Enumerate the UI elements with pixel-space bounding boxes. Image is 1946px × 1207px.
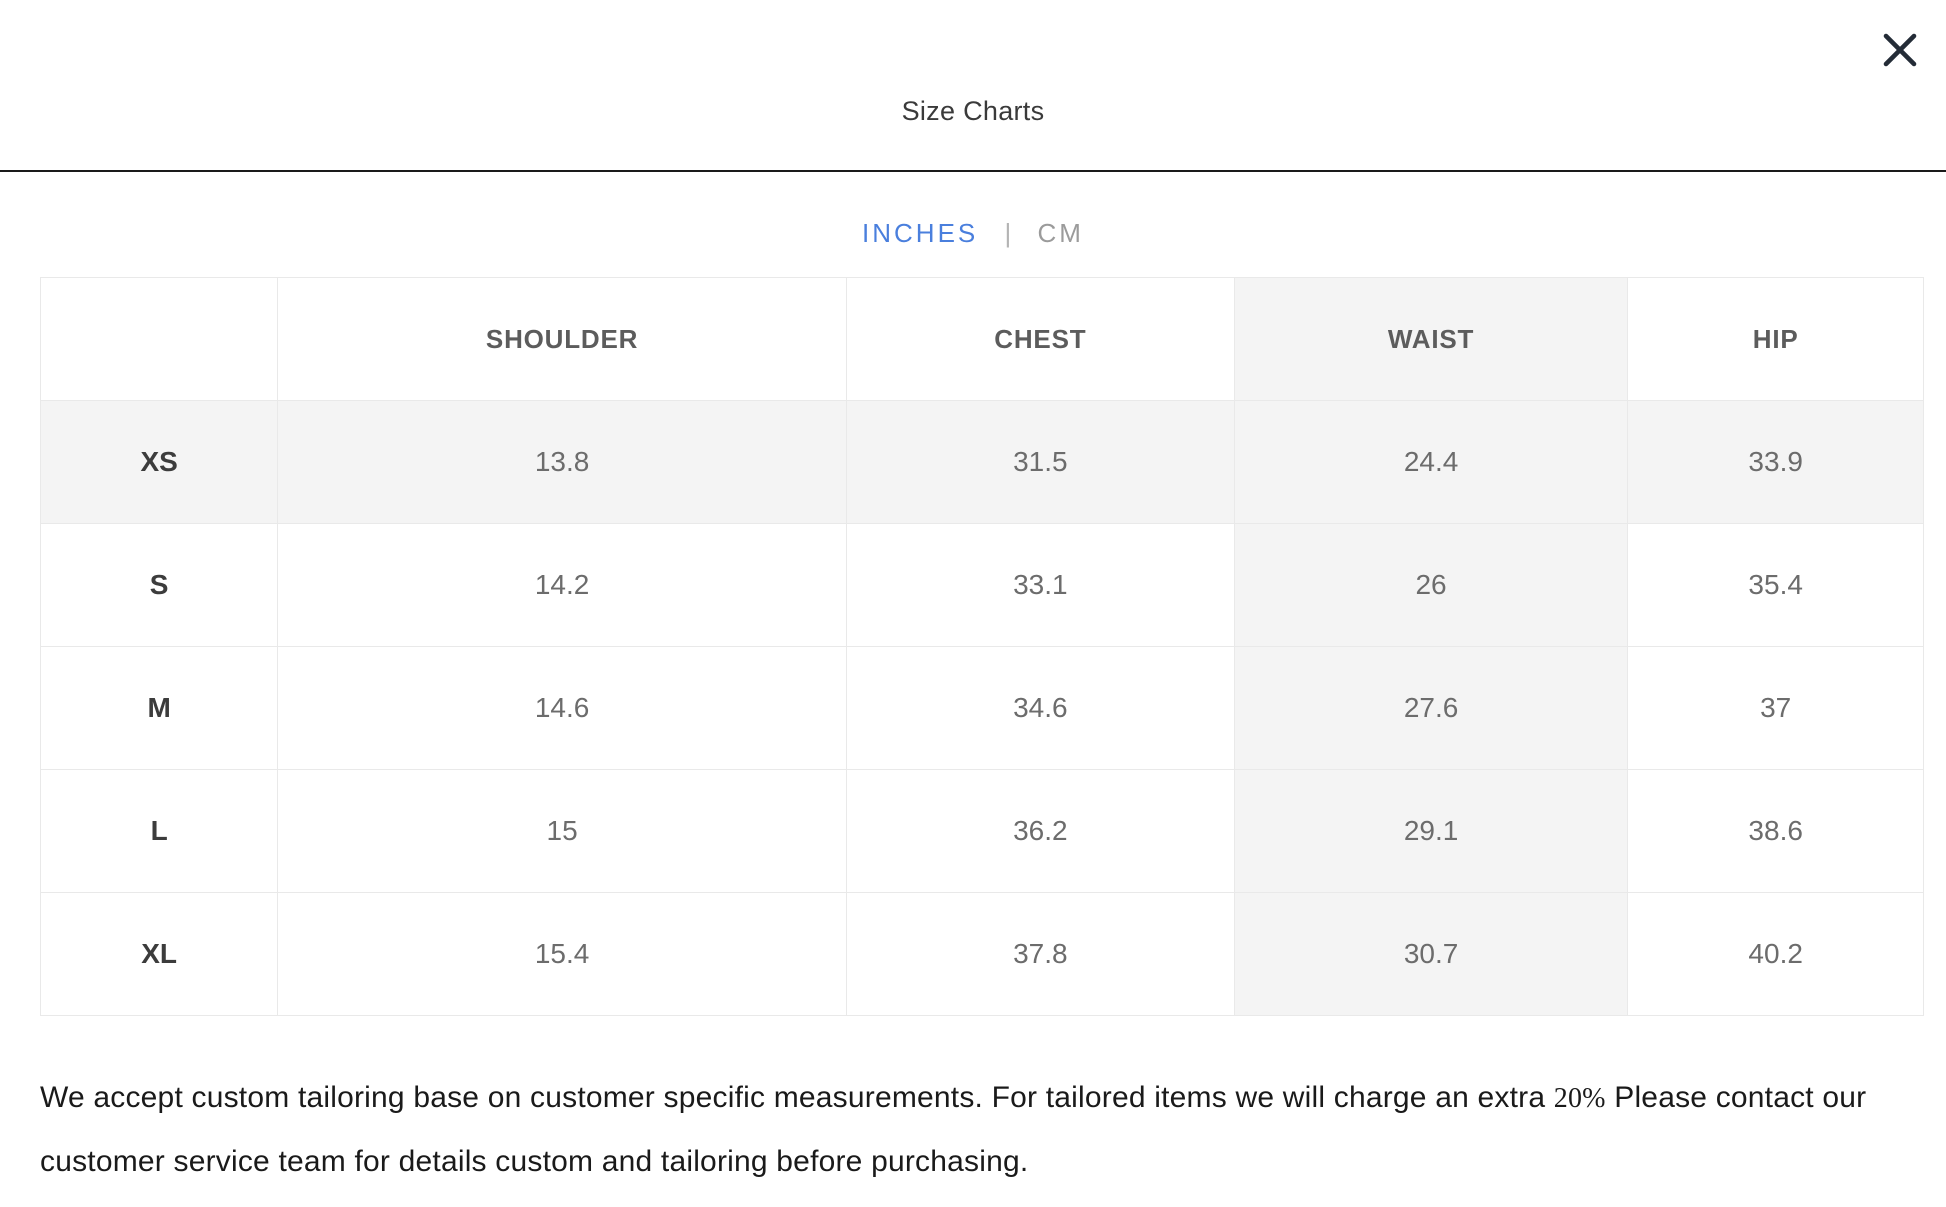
measurement-cell: 37 [1627, 646, 1924, 770]
column-header-hip: HIP [1627, 277, 1924, 401]
measurement-cell: 35.4 [1627, 523, 1924, 647]
extra-charge-percent: 20% [1553, 1083, 1606, 1114]
measurement-cell: 13.8 [277, 400, 847, 524]
unit-option-inches[interactable]: INCHES [862, 218, 979, 248]
unit-toggle: INCHES | CM [0, 218, 1946, 249]
size-label-xs: XS [39, 400, 279, 524]
measurement-cell: 30.7 [1233, 892, 1629, 1016]
measurement-cell: 33.1 [845, 523, 1235, 647]
tailoring-note-text-after: Please contact our customer service team… [40, 1081, 1867, 1178]
tailoring-note-text-before: We accept custom tailoring base on custo… [40, 1081, 1546, 1114]
measurement-cell: 14.6 [277, 646, 847, 770]
close-icon [1883, 33, 1917, 67]
size-chart-table: SHOULDER CHEST WAIST HIP XS 13.8 31.5 24.4 33.9 S… [39, 277, 1924, 1016]
measurement-cell: 31.5 [845, 400, 1235, 524]
measurement-cell: 36.2 [845, 769, 1235, 893]
size-label-s: S [39, 523, 279, 647]
table-header-row: SHOULDER CHEST WAIST HIP [39, 277, 1924, 401]
size-chart-table-container: SHOULDER CHEST WAIST HIP XS 13.8 31.5 24.4 33.9 S… [39, 277, 1924, 1016]
modal-header: Size Charts [0, 0, 1946, 172]
measurement-cell: 37.8 [845, 892, 1235, 1016]
column-header-chest: CHEST [845, 277, 1235, 401]
tailoring-note: We accept custom tailoring base on custo… [40, 1066, 1898, 1193]
measurement-cell: 15 [277, 769, 847, 893]
measurement-cell: 38.6 [1627, 769, 1924, 893]
table-row-m: M 14.6 34.6 27.6 37 [39, 646, 1924, 770]
measurement-cell: 34.6 [845, 646, 1235, 770]
page-title: Size Charts [901, 96, 1045, 126]
unit-toggle-separator: | [1004, 218, 1012, 248]
size-label-xl: XL [39, 892, 279, 1016]
unit-option-cm[interactable]: CM [1037, 218, 1084, 248]
measurement-cell: 15.4 [277, 892, 847, 1016]
size-label-l: L [39, 769, 279, 893]
measurement-cell: 14.2 [277, 523, 847, 647]
measurement-cell: 27.6 [1233, 646, 1629, 770]
table-row-xl: XL 15.4 37.8 30.7 40.2 [39, 892, 1924, 1016]
measurement-cell: 40.2 [1627, 892, 1924, 1016]
measurement-cell: 24.4 [1233, 400, 1629, 524]
column-header-waist: WAIST [1233, 277, 1629, 401]
close-button[interactable] [1868, 18, 1932, 82]
column-header-empty [39, 277, 279, 401]
table-row-xs: XS 13.8 31.5 24.4 33.9 [39, 400, 1924, 524]
size-label-m: M [39, 646, 279, 770]
column-header-shoulder: SHOULDER [277, 277, 847, 401]
table-row-s: S 14.2 33.1 26 35.4 [39, 523, 1924, 647]
measurement-cell: 33.9 [1627, 400, 1924, 524]
measurement-cell: 26 [1233, 523, 1629, 647]
table-row-l: L 15 36.2 29.1 38.6 [39, 769, 1924, 893]
measurement-cell: 29.1 [1233, 769, 1629, 893]
